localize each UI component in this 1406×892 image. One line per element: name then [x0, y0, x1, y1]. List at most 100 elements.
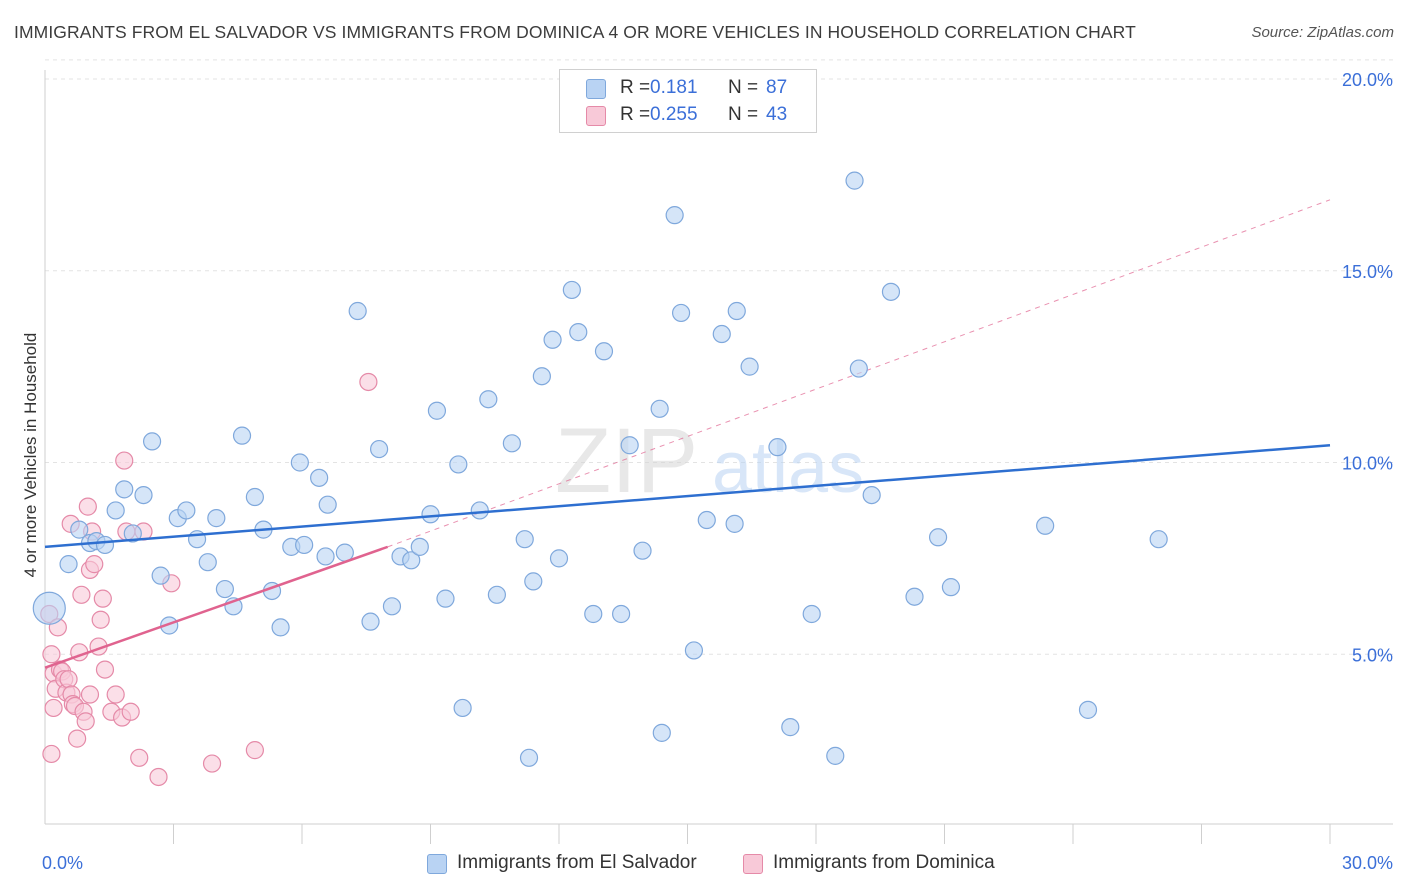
points-dominica: [40, 372, 378, 787]
legend-n-value: 87: [766, 77, 788, 98]
data-point-el-salvador: [470, 501, 489, 520]
y-tick-label: 5.0%: [1352, 645, 1393, 665]
legend: R = 0.181 N = 87 R = 0.255 N = 43: [559, 69, 817, 133]
gridlines: [45, 59, 1393, 655]
data-point-el-salvador: [725, 514, 744, 533]
series-swatch-pink: [743, 854, 763, 874]
data-point-dominica: [42, 645, 61, 664]
data-point-el-salvador: [479, 390, 498, 409]
y-tick-label: 15.0%: [1342, 262, 1393, 282]
data-point-el-salvador: [941, 578, 961, 597]
data-point-el-salvador: [612, 604, 631, 624]
data-point-el-salvador: [633, 541, 652, 560]
data-point-dominica: [85, 555, 104, 574]
data-point-el-salvador: [427, 401, 447, 420]
data-point-el-salvador: [740, 357, 759, 376]
data-point-dominica: [149, 767, 168, 787]
data-point-dominica: [93, 589, 112, 608]
data-point-el-salvador: [684, 641, 704, 660]
data-point-el-salvador: [849, 359, 868, 378]
data-point-el-salvador: [410, 537, 429, 556]
data-point-el-salvador: [1149, 530, 1168, 549]
data-point-el-salvador: [316, 547, 335, 566]
series-label-el-salvador: Immigrants from El Salvador: [457, 852, 697, 873]
data-point-el-salvador: [519, 748, 539, 767]
data-point-el-salvador: [151, 566, 170, 585]
x-tick-label: 30.0%: [1342, 853, 1393, 873]
data-point-el-salvador: [95, 535, 115, 555]
data-point-el-salvador: [515, 530, 534, 549]
legend-row-el-salvador: R = 0.181 N = 87: [560, 74, 816, 102]
watermark-atlas: atlas: [712, 428, 864, 508]
trend-line-el-salvador: [44, 443, 1331, 549]
data-point-el-salvador: [781, 718, 800, 737]
legend-r-label: R =: [620, 77, 651, 98]
data-point-el-salvador: [652, 723, 671, 742]
data-point-dominica: [91, 610, 110, 629]
data-point-el-salvador: [198, 553, 217, 572]
axes: [44, 70, 1393, 844]
legend-r-value: 0.255: [650, 104, 698, 125]
series-label-dominica: Immigrants from Dominica: [773, 852, 995, 873]
data-point-el-salvador: [318, 495, 337, 514]
data-point-el-salvador: [310, 468, 329, 487]
data-point-el-salvador: [697, 510, 716, 530]
data-point-el-salvador: [802, 604, 821, 624]
data-point-el-salvador: [524, 572, 543, 591]
data-point-el-salvador: [905, 587, 924, 606]
trend-line-dominica: [44, 545, 389, 669]
data-point-dominica: [130, 748, 149, 767]
data-point-el-salvador: [549, 549, 569, 568]
data-point-el-salvador: [295, 535, 314, 555]
data-point-el-salvador: [449, 455, 468, 474]
y-axis-label-wrap: 4 or more Vehicles in Household: [0, 0, 40, 892]
y-tick-label: 10.0%: [1342, 454, 1393, 474]
data-point-el-salvador: [928, 528, 948, 547]
data-point-el-salvador: [271, 618, 290, 637]
tick-labels: 5.0% 10.0% 15.0% 20.0% 0.0% 30.0%: [42, 70, 1393, 873]
data-point-el-salvador: [862, 485, 881, 505]
data-point-dominica: [106, 685, 125, 704]
data-point-dominica: [202, 754, 222, 773]
y-tick-label: 20.0%: [1342, 70, 1393, 90]
x-tick-label: 0.0%: [42, 853, 83, 873]
data-point-el-salvador: [348, 301, 367, 321]
data-point-dominica: [121, 702, 140, 721]
data-point-el-salvador: [453, 698, 472, 718]
data-point-el-salvador: [881, 282, 901, 301]
data-point-el-salvador: [712, 324, 731, 344]
data-point-el-salvador: [361, 612, 380, 631]
data-point-el-salvador: [115, 480, 134, 499]
data-point-el-salvador: [569, 323, 588, 342]
watermark: ZIP atlas: [555, 410, 864, 512]
data-point-el-salvador: [1036, 516, 1055, 535]
data-point-el-salvador: [532, 367, 551, 386]
legend-swatch-pink: [586, 106, 606, 126]
points-el-salvador: [32, 171, 1168, 767]
legend-n-label: N =: [728, 77, 759, 98]
source-credit: Source: ZipAtlas.com: [1251, 24, 1394, 41]
data-point-dominica: [44, 698, 63, 718]
data-point-el-salvador: [142, 432, 162, 451]
data-point-el-salvador: [134, 485, 153, 505]
series-legend: Immigrants from El Salvador Immigrants f…: [0, 852, 1406, 878]
data-point-dominica: [59, 670, 78, 689]
data-point-el-salvador: [245, 487, 264, 507]
data-point-dominica: [68, 729, 87, 748]
data-point-el-salvador: [845, 171, 864, 190]
data-point-el-salvador: [584, 604, 603, 624]
data-point-dominica: [80, 685, 100, 704]
legend-swatch-blue: [586, 79, 606, 99]
data-point-el-salvador: [665, 206, 684, 225]
data-point-el-salvador: [727, 301, 746, 321]
watermark-zip: ZIP: [555, 410, 698, 512]
series-swatch-blue: [427, 854, 447, 874]
data-point-el-salvador: [502, 434, 521, 453]
y-axis-label: 4 or more Vehicles in Household: [21, 333, 40, 578]
chart-title: IMMIGRANTS FROM EL SALVADOR VS IMMIGRANT…: [14, 22, 1136, 42]
data-point-el-salvador: [207, 509, 226, 528]
data-point-dominica: [359, 372, 378, 392]
data-point-el-salvador: [402, 551, 421, 570]
data-point-el-salvador: [487, 585, 506, 604]
